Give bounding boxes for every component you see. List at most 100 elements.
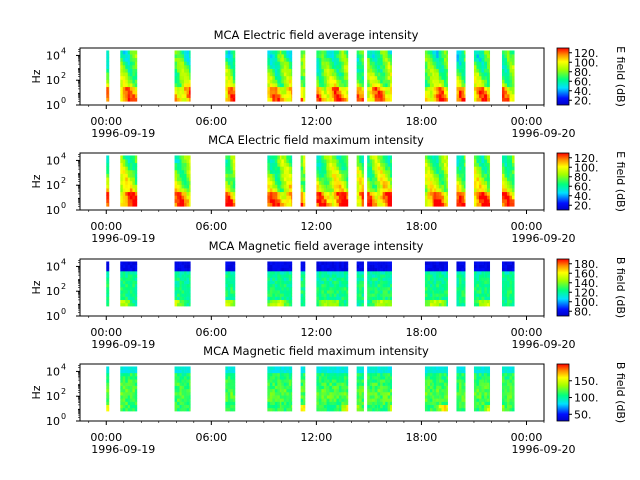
heatmap-cell <box>186 64 190 69</box>
heatmap-cell <box>336 385 340 390</box>
heatmap-cell <box>129 191 133 196</box>
heatmap-cell <box>281 64 285 69</box>
heatmap-cell <box>501 162 505 167</box>
heatmap-cell <box>303 398 306 402</box>
heatmap-cell <box>300 395 304 399</box>
heatmap-cell <box>127 180 131 185</box>
heatmap-cell <box>473 54 477 59</box>
heatmap-cell <box>458 64 462 69</box>
heatmap-cell <box>277 180 281 185</box>
heatmap-cell <box>186 290 190 294</box>
heatmap-cell <box>476 61 480 66</box>
heatmap-cell <box>511 159 515 164</box>
heatmap-cell <box>134 379 138 383</box>
heatmap-cell <box>361 72 364 77</box>
heatmap-cell <box>367 173 370 178</box>
heatmap-cell <box>127 177 131 182</box>
heatmap-cell <box>380 61 383 66</box>
heatmap-cell <box>125 159 129 164</box>
heatmap-cell <box>390 202 392 207</box>
heatmap-cell <box>230 68 234 73</box>
heatmap-cell <box>127 379 131 383</box>
heatmap-cell <box>382 169 386 174</box>
heatmap-cell <box>329 54 333 59</box>
heatmap-cell <box>387 296 391 301</box>
heatmap-cell <box>461 159 465 164</box>
heatmap-cell <box>134 159 138 164</box>
heatmap-cell <box>134 299 138 304</box>
heatmap-cell <box>303 286 306 291</box>
heatmap-cell <box>446 97 448 102</box>
heatmap-cell <box>189 202 191 207</box>
heatmap-cell <box>377 202 381 207</box>
heatmap-cell <box>318 79 322 84</box>
heatmap-cell <box>125 283 129 288</box>
x-tick-date-label: 1996-09-20 <box>512 232 576 245</box>
heatmap-cell <box>288 264 292 269</box>
heatmap-cell <box>283 299 287 304</box>
heatmap-cell <box>436 407 439 412</box>
heatmap-cell <box>333 177 337 182</box>
heatmap-cell <box>181 283 185 288</box>
heatmap-cell <box>189 379 191 383</box>
heatmap-cell <box>186 169 190 174</box>
heatmap-cell <box>461 283 465 288</box>
heatmap-cell <box>300 202 304 207</box>
heatmap-cell <box>377 64 381 69</box>
heatmap-cell <box>458 199 462 203</box>
heatmap-cell <box>481 195 485 200</box>
heatmap-cell <box>326 155 330 160</box>
heatmap-cell <box>122 184 126 189</box>
heatmap-cell <box>382 57 386 62</box>
heatmap-cell <box>300 50 304 55</box>
heatmap-cell <box>303 277 306 281</box>
heatmap-cell <box>288 169 292 174</box>
heatmap-cell <box>174 376 178 380</box>
heatmap-cell <box>438 376 442 380</box>
heatmap-cell <box>283 379 287 383</box>
heatmap-cell <box>343 83 347 88</box>
heatmap-cell <box>432 72 434 77</box>
heatmap-cell <box>387 57 391 62</box>
heatmap-cell <box>343 299 347 304</box>
heatmap-cell <box>446 159 448 164</box>
heatmap-cell <box>476 180 480 185</box>
heatmap-cell <box>329 64 333 69</box>
heatmap-cell <box>286 75 290 80</box>
heatmap-cell <box>272 277 276 281</box>
heatmap-cell <box>380 97 383 102</box>
heatmap-cell <box>369 372 373 377</box>
heatmap-cell <box>456 283 460 288</box>
heatmap-cell <box>132 191 136 196</box>
heatmap-cell <box>390 385 392 390</box>
heatmap-cell <box>369 401 373 406</box>
heatmap-cell <box>509 296 513 301</box>
heatmap-cell <box>184 401 187 406</box>
heatmap-cell <box>106 293 110 297</box>
heatmap-cell <box>125 369 129 374</box>
heatmap-cell <box>281 267 285 272</box>
heatmap-cell <box>359 369 362 374</box>
heatmap-cell <box>267 385 271 390</box>
heatmap-cell <box>341 68 345 73</box>
heatmap-cell <box>476 155 480 160</box>
heatmap-cell <box>286 404 290 409</box>
heatmap-cell <box>338 299 342 304</box>
heatmap-cell <box>424 155 428 160</box>
heatmap-cell <box>509 72 513 77</box>
heatmap-cell <box>356 184 360 189</box>
heatmap-cell <box>432 191 434 196</box>
heatmap-cell <box>120 366 124 370</box>
heatmap-cell <box>359 293 362 297</box>
heatmap-cell <box>281 283 285 288</box>
heatmap-cell <box>333 290 337 294</box>
heatmap-cell <box>134 398 138 402</box>
heatmap-cell <box>382 267 386 272</box>
heatmap-cell <box>387 86 391 91</box>
heatmap-cell <box>318 274 322 278</box>
heatmap-cell <box>506 280 510 285</box>
heatmap-cell <box>316 407 320 412</box>
heatmap-cell <box>333 293 337 297</box>
panel-title: MCA Magnetic field maximum intensity <box>203 344 429 358</box>
heatmap-cell <box>456 83 460 88</box>
